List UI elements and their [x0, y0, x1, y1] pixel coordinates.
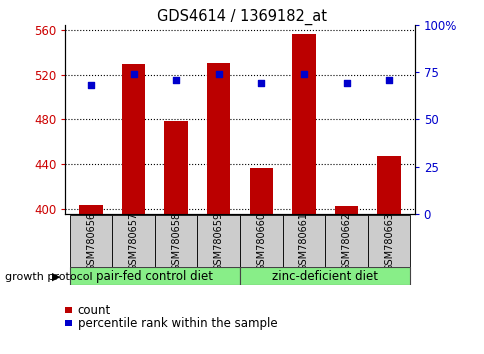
Bar: [197, 215, 240, 267]
Point: [300, 71, 307, 77]
Text: percentile rank within the sample: percentile rank within the sample: [77, 317, 277, 330]
Point: [257, 81, 265, 86]
Bar: [154, 215, 197, 267]
Text: GSM780658: GSM780658: [171, 211, 181, 271]
Text: GSM780662: GSM780662: [341, 211, 351, 271]
Bar: [121, 64, 145, 214]
Text: growth protocol: growth protocol: [5, 272, 92, 282]
Text: GDS4614 / 1369182_at: GDS4614 / 1369182_at: [157, 9, 327, 25]
Text: GSM780660: GSM780660: [256, 212, 266, 270]
Bar: [207, 63, 230, 214]
Point: [214, 71, 222, 77]
Text: count: count: [77, 304, 111, 316]
Bar: [240, 267, 409, 285]
Text: ▶: ▶: [51, 272, 60, 282]
Text: GSM780661: GSM780661: [298, 212, 308, 270]
Text: pair-fed control diet: pair-fed control diet: [96, 270, 213, 282]
Bar: [292, 34, 315, 214]
Bar: [282, 215, 325, 267]
Bar: [367, 215, 409, 267]
Text: GSM780656: GSM780656: [86, 211, 96, 271]
Bar: [240, 215, 282, 267]
Text: GSM780663: GSM780663: [383, 212, 393, 270]
Bar: [334, 206, 358, 214]
Point: [87, 82, 95, 88]
Bar: [249, 169, 272, 214]
Text: GSM780659: GSM780659: [213, 211, 223, 271]
Point: [384, 77, 392, 82]
Bar: [377, 156, 400, 214]
Point: [172, 77, 180, 82]
Bar: [70, 215, 112, 267]
Bar: [65, 320, 72, 326]
Text: zinc-deficient diet: zinc-deficient diet: [272, 270, 378, 282]
Bar: [112, 215, 154, 267]
Text: GSM780657: GSM780657: [128, 211, 138, 271]
Bar: [70, 267, 240, 285]
Point: [342, 81, 350, 86]
Bar: [164, 121, 187, 214]
Bar: [325, 215, 367, 267]
Bar: [65, 307, 72, 313]
Point: [129, 71, 137, 77]
Bar: [79, 205, 103, 214]
